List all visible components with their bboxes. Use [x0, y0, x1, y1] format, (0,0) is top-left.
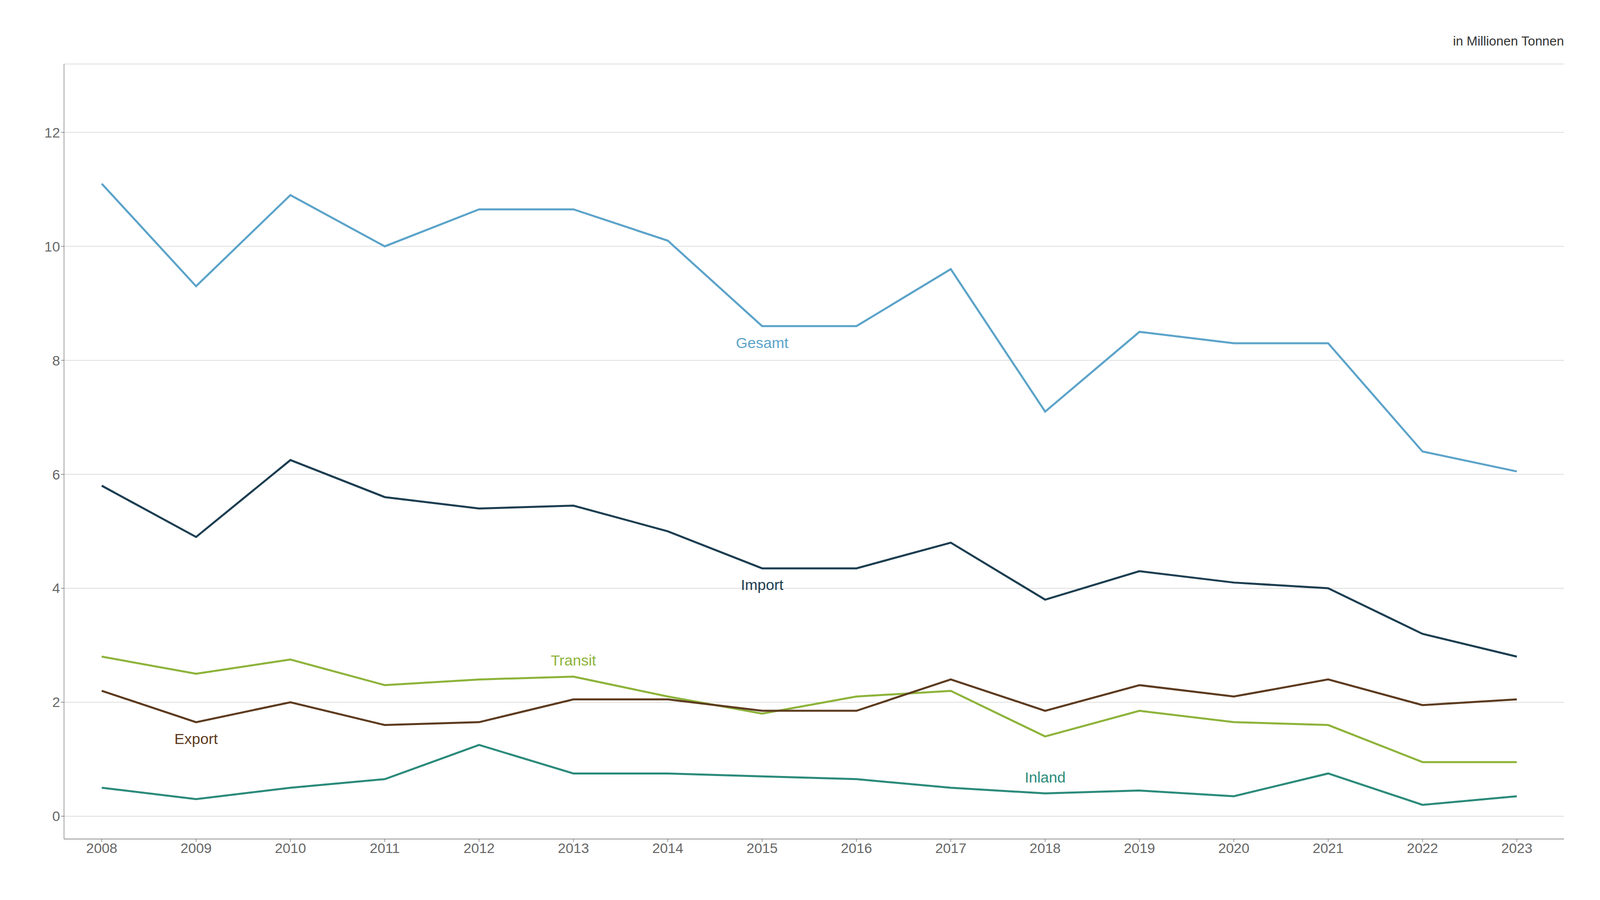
html-text:in Millionen Tonnen: in Millionen Tonnen: [1452, 33, 1564, 49]
svg-text:2012: 2012: [463, 840, 495, 856]
svg-text:2013: 2013: [558, 840, 589, 856]
svg-text:0: 0: [52, 808, 60, 824]
svg-text:2023: 2023: [1501, 840, 1533, 856]
svg-text:6: 6: [52, 467, 60, 483]
svg-text:2008: 2008: [86, 840, 117, 856]
svg-text:2020: 2020: [1218, 840, 1249, 856]
svg-text:10: 10: [44, 239, 60, 255]
svg-text:2011: 2011: [369, 840, 400, 856]
svg-text:12: 12: [44, 125, 60, 141]
svg-text:2016: 2016: [841, 840, 872, 856]
svg-text:Transit: Transit: [551, 652, 597, 669]
svg-text:2021: 2021: [1312, 840, 1344, 856]
svg-text:2022: 2022: [1407, 840, 1438, 856]
svg-text:2: 2: [52, 694, 60, 710]
svg-text:2019: 2019: [1124, 840, 1155, 856]
svg-text:Import: Import: [741, 576, 784, 593]
svg-text:2014: 2014: [652, 840, 683, 856]
svg-text:2009: 2009: [180, 840, 212, 856]
svg-text:2017: 2017: [935, 840, 966, 856]
svg-text:2018: 2018: [1029, 840, 1061, 856]
svg-text:Export: Export: [174, 730, 218, 747]
svg-text:2015: 2015: [746, 840, 778, 856]
svg-text:8: 8: [52, 353, 60, 369]
svg-text:2010: 2010: [275, 840, 306, 856]
svg-text:Inland: Inland: [1024, 769, 1066, 786]
svg-text:Gesamt: Gesamt: [736, 334, 789, 351]
svg-text:4: 4: [52, 580, 60, 596]
